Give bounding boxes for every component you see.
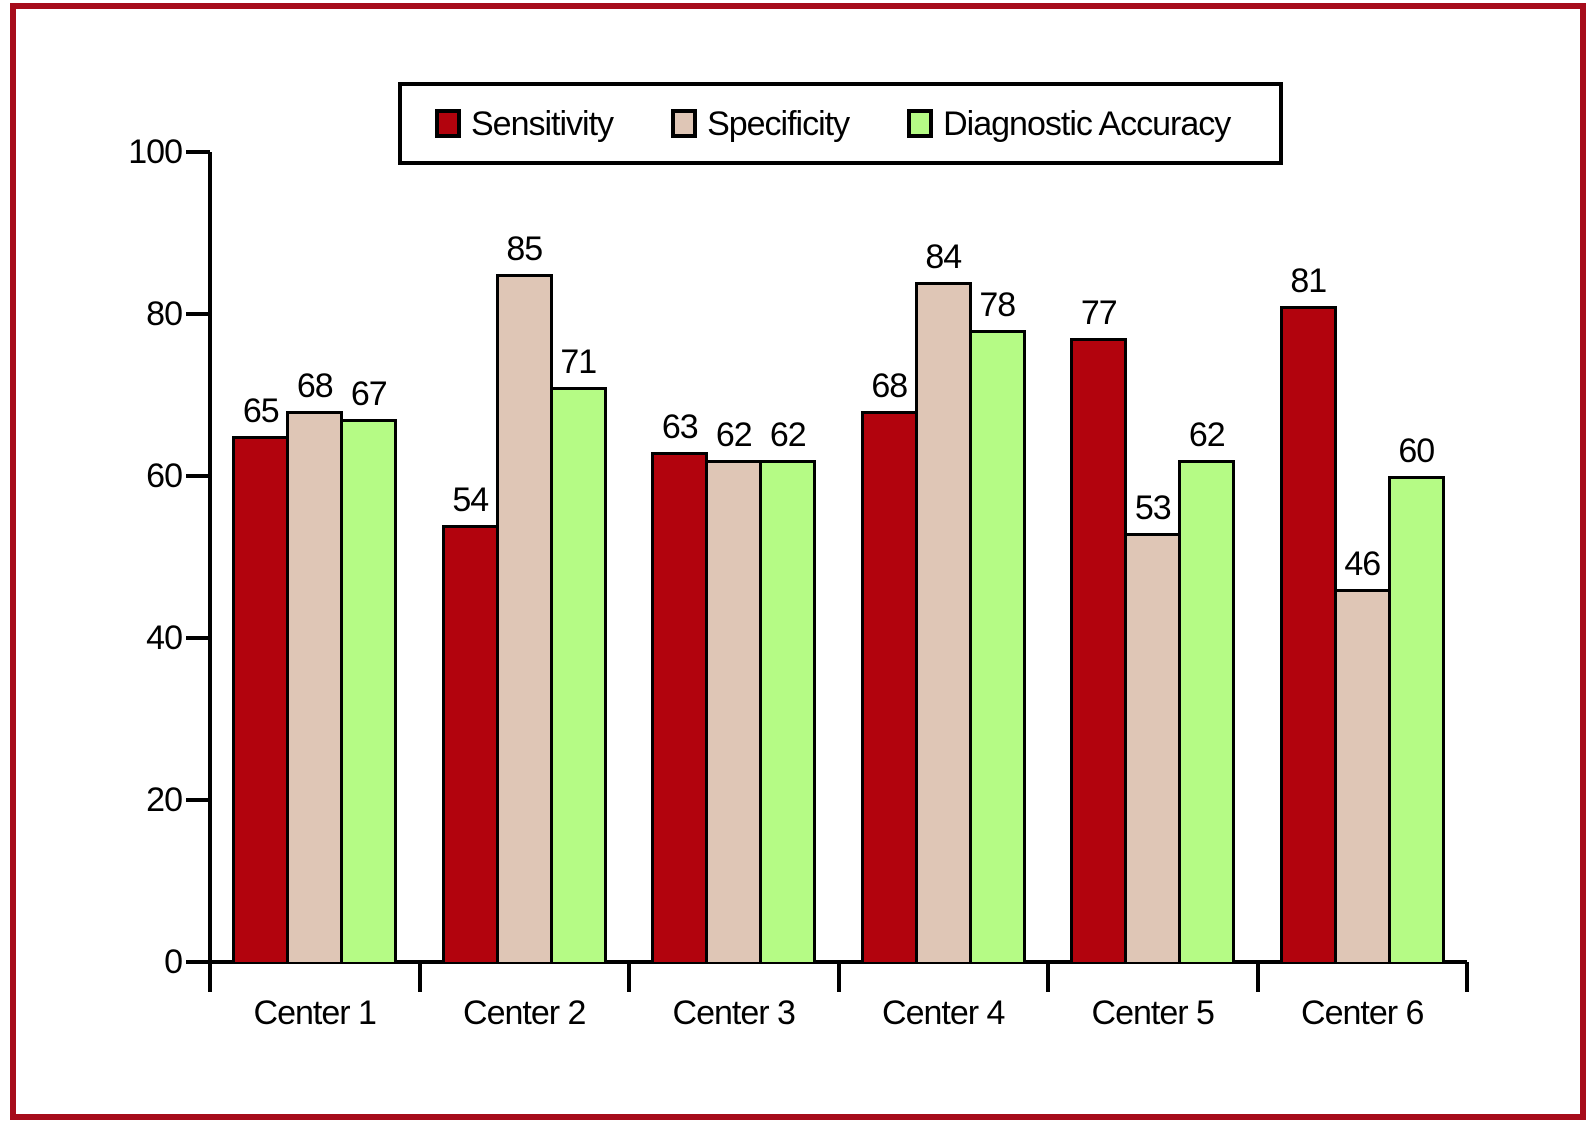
bar-diagnostic-accuracy [759, 459, 817, 962]
bar-value-label: 77 [1080, 294, 1118, 333]
bar-diagnostic-accuracy [549, 386, 607, 962]
y-axis-tick-label: 80 [146, 295, 183, 333]
x-axis-tick [627, 962, 631, 992]
bar-value-label: 84 [925, 237, 962, 276]
bar-value-label: 46 [1344, 545, 1381, 584]
y-axis-tick [186, 798, 210, 802]
plot-area: 0 20 40 60 80 100 65 68 67 Center 1 54 85 71 Center 2… [128, 133, 1469, 1030]
bar-specificity [495, 273, 553, 962]
legend-item-sensitivity: Sensitivity [435, 104, 614, 143]
category-label: Center 2 [463, 994, 586, 1032]
y-axis-tick-label: 0 [164, 943, 183, 981]
bar-value-label: 81 [1290, 261, 1327, 300]
bar-specificity [705, 459, 763, 962]
bar-sensitivity [651, 451, 709, 962]
bar-specificity [1124, 532, 1182, 962]
y-axis-tick [186, 150, 210, 154]
category-label: Center 5 [1091, 994, 1215, 1032]
bar-sensitivity [1070, 338, 1128, 962]
x-axis-tick [1255, 962, 1260, 992]
bar-value-label: 65 [242, 391, 280, 430]
y-axis-tick [186, 312, 210, 316]
bar-sensitivity [441, 524, 499, 962]
category-label: Center 3 [672, 994, 796, 1032]
y-axis-line [208, 152, 212, 990]
bar-diagnostic-accuracy [340, 419, 398, 962]
legend-label: Specificity [707, 104, 850, 143]
x-axis-tick [1465, 962, 1469, 992]
bar-value-label: 62 [769, 415, 807, 454]
category-label: Center 1 [253, 994, 377, 1032]
bar-specificity [914, 281, 972, 962]
legend-item-specificity: Specificity [671, 104, 850, 143]
bar-value-label: 71 [560, 342, 597, 381]
bar-sensitivity [232, 435, 290, 962]
bar-value-label: 78 [979, 286, 1016, 325]
bar-value-label: 85 [506, 229, 543, 268]
bar-diagnostic-accuracy [1387, 476, 1445, 962]
legend-label: Diagnostic Accuracy [943, 104, 1231, 143]
category-label: Center 4 [882, 994, 1005, 1032]
bar-value-label: 68 [871, 367, 908, 406]
x-axis-tick [417, 962, 422, 992]
legend-label: Sensitivity [471, 104, 614, 143]
bar-specificity [286, 411, 344, 962]
bar-value-label: 68 [296, 367, 334, 406]
x-axis-tick [208, 962, 212, 992]
bar-diagnostic-accuracy [968, 330, 1026, 962]
bar-value-label: 54 [452, 480, 489, 519]
bar-value-label: 53 [1134, 488, 1172, 527]
bar-specificity [1333, 589, 1391, 962]
bar-sensitivity [1279, 305, 1337, 962]
y-axis-tick-label: 100 [128, 133, 183, 171]
bar-sensitivity [860, 411, 918, 962]
legend: Sensitivity Specificity Diagnostic Accurac… [398, 82, 1283, 165]
legend-swatch-icon [907, 109, 934, 138]
bar-value-label: 62 [715, 415, 753, 454]
category-label: Center 6 [1301, 994, 1424, 1032]
y-axis-tick [186, 636, 210, 640]
bar-diagnostic-accuracy [1178, 459, 1236, 962]
legend-item-diagnostic-accuracy: Diagnostic Accuracy [907, 104, 1231, 143]
y-axis-tick-label: 20 [146, 781, 183, 819]
x-axis-tick [1046, 962, 1050, 992]
bar-value-label: 67 [350, 375, 388, 414]
bar-value-label: 60 [1398, 432, 1435, 470]
x-axis-tick [836, 962, 841, 992]
y-axis-tick [186, 960, 210, 964]
bar-value-label: 63 [661, 407, 699, 446]
bar-value-label: 62 [1188, 415, 1226, 454]
legend-swatch-icon [435, 109, 461, 138]
legend-swatch-icon [671, 109, 698, 138]
y-axis-tick-label: 60 [146, 457, 183, 495]
y-axis-tick [186, 474, 210, 478]
y-axis-tick-label: 40 [146, 619, 183, 657]
